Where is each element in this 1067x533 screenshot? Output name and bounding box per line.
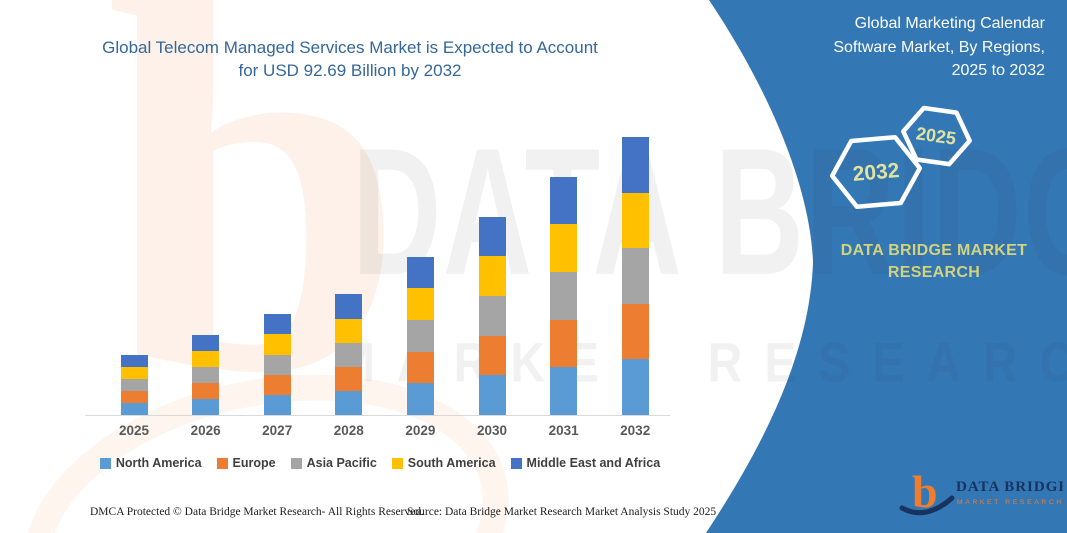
bar-segment-2026-europe <box>192 383 220 400</box>
legend-swatch-icon <box>510 457 522 469</box>
legend-item-europe: Europe <box>216 456 276 470</box>
bar-segment-2030-middle-east-and-africa <box>478 216 506 257</box>
bar-segment-2030-europe <box>478 335 506 376</box>
bar-segment-2029-south-america <box>406 288 434 320</box>
panel-heading-line3: 2025 to 2032 <box>951 62 1045 79</box>
chart-title: Global Telecom Managed Services Market i… <box>75 36 625 82</box>
bar-segment-2027-middle-east-and-africa <box>263 314 291 335</box>
bar-segment-2028-europe <box>335 366 363 391</box>
legend-swatch-icon <box>99 457 111 469</box>
legend-label: Middle East and Africa <box>526 456 661 470</box>
bar-segment-2028-north-america <box>335 390 363 415</box>
bar-segment-2028-middle-east-and-africa <box>335 294 363 319</box>
x-axis-label-2027: 2027 <box>262 423 293 438</box>
legend-label: North America <box>115 456 202 470</box>
panel-heading: Global Marketing Calendar Software Marke… <box>735 12 1045 83</box>
legend-swatch-icon <box>290 457 302 469</box>
bar-segment-2026-north-america <box>192 399 220 415</box>
bar-segment-2030-asia-pacific <box>478 296 506 336</box>
hexagon-2032-label: 2032 <box>852 159 901 186</box>
databridge-logo: b DATA BRIDGE MARKET RESEARCH <box>899 466 1063 517</box>
logo-subname-text: MARKET RESEARCH <box>957 499 1063 506</box>
legend-item-north-america: North America <box>99 456 202 470</box>
bar-segment-2031-middle-east-and-africa <box>550 176 578 225</box>
x-axis-label-2025: 2025 <box>118 423 150 438</box>
legend-label: South America <box>407 456 496 470</box>
chart-legend: North America Europe Asia Pacific South Ame… <box>80 456 680 470</box>
x-axis-label-2032: 2032 <box>620 423 651 438</box>
legend-label: Asia Pacific <box>306 456 377 470</box>
bar-segment-2028-asia-pacific <box>335 342 363 367</box>
brand-name-line1: DATA BRIDGE MARKET <box>840 242 1028 259</box>
bar-segment-2025-middle-east-and-africa <box>120 355 148 368</box>
bar-segment-2026-south-america <box>192 351 220 368</box>
bar-segment-2032-south-america <box>621 192 649 249</box>
bar-segment-2030-north-america <box>478 375 506 415</box>
legend-label: Europe <box>232 456 276 470</box>
bar-segment-2031-north-america <box>550 367 578 415</box>
x-axis-labels: 2025 2026 2027 2028 2029 2030 2031 2032 <box>85 423 670 441</box>
bar-segment-2031-europe <box>550 319 578 368</box>
bar-segment-2028-south-america <box>335 318 363 343</box>
bar-segment-2025-europe <box>120 391 148 404</box>
x-axis-label-2028: 2028 <box>333 423 364 438</box>
brand-name-line2: RESEARCH <box>887 264 981 281</box>
bar-segment-2026-asia-pacific <box>192 367 220 384</box>
chart-title-line2: for USD 92.69 Billion by 2032 <box>238 61 462 80</box>
bar-segment-2026-middle-east-and-africa <box>192 335 220 352</box>
legend-item-middle-east-and-africa: Middle East and Africa <box>510 456 661 470</box>
legend-swatch-icon <box>216 457 228 469</box>
bar-segment-2027-asia-pacific <box>263 354 291 375</box>
legend-item-asia-pacific: Asia Pacific <box>290 456 377 470</box>
x-axis-label-2026: 2026 <box>190 423 221 438</box>
bar-segment-2031-south-america <box>550 224 578 273</box>
bar-segment-2032-middle-east-and-africa <box>621 136 649 193</box>
bar-segment-2029-asia-pacific <box>406 319 434 352</box>
bar-segment-2029-middle-east-and-africa <box>406 256 434 289</box>
marketresearch-text-watermark: MARKET RESEARCH <box>335 333 1067 395</box>
bar-segment-2027-north-america <box>263 394 291 415</box>
databridge-text-watermark: DATA BRIDGE <box>352 111 1067 313</box>
bar-chart <box>85 130 670 415</box>
chart-title-line1: Global Telecom Managed Services Market i… <box>102 38 598 57</box>
bar-segment-2025-asia-pacific <box>120 379 148 392</box>
bar-segment-2031-asia-pacific <box>550 272 578 320</box>
hexagon-2025-label: 2025 <box>915 123 957 148</box>
dmca-footer-text: DMCA Protected © Data Bridge Market Rese… <box>90 506 424 518</box>
bar-segment-2032-europe <box>621 303 649 360</box>
panel-heading-line2: Software Market, By Regions, <box>833 38 1045 56</box>
bar-segment-2029-europe <box>406 351 434 384</box>
x-axis-line <box>85 415 670 416</box>
forecast-hexagons: 2032 2025 <box>829 105 972 210</box>
bar-segment-2025-south-america <box>120 367 148 380</box>
logo-swoosh-icon <box>899 495 955 516</box>
bar-segment-2032-north-america <box>621 359 649 415</box>
panel-heading-line1: Global Marketing Calendar <box>854 15 1045 32</box>
source-footer-text: Source: Data Bridge Market Research Mark… <box>407 506 717 518</box>
bar-segment-2027-europe <box>263 374 291 395</box>
bar-segment-2025-north-america <box>120 403 148 415</box>
legend-item-south-america: South America <box>391 456 496 470</box>
logo-name-text: DATA BRIDGE <box>956 479 1063 495</box>
x-axis-label-2029: 2029 <box>405 423 436 438</box>
x-axis-label-2031: 2031 <box>548 423 579 438</box>
hexagon-2032: 2032 <box>829 134 923 210</box>
legend-swatch-icon <box>391 457 403 469</box>
x-axis-label-2030: 2030 <box>476 423 508 438</box>
bar-segment-2030-south-america <box>478 256 506 297</box>
bar-segment-2029-north-america <box>406 383 434 415</box>
plot-area <box>85 130 670 415</box>
brand-name: DATA BRIDGE MARKET RESEARCH <box>828 240 1040 284</box>
bar-segment-2032-asia-pacific <box>621 248 649 304</box>
bar-segment-2027-south-america <box>263 334 291 355</box>
